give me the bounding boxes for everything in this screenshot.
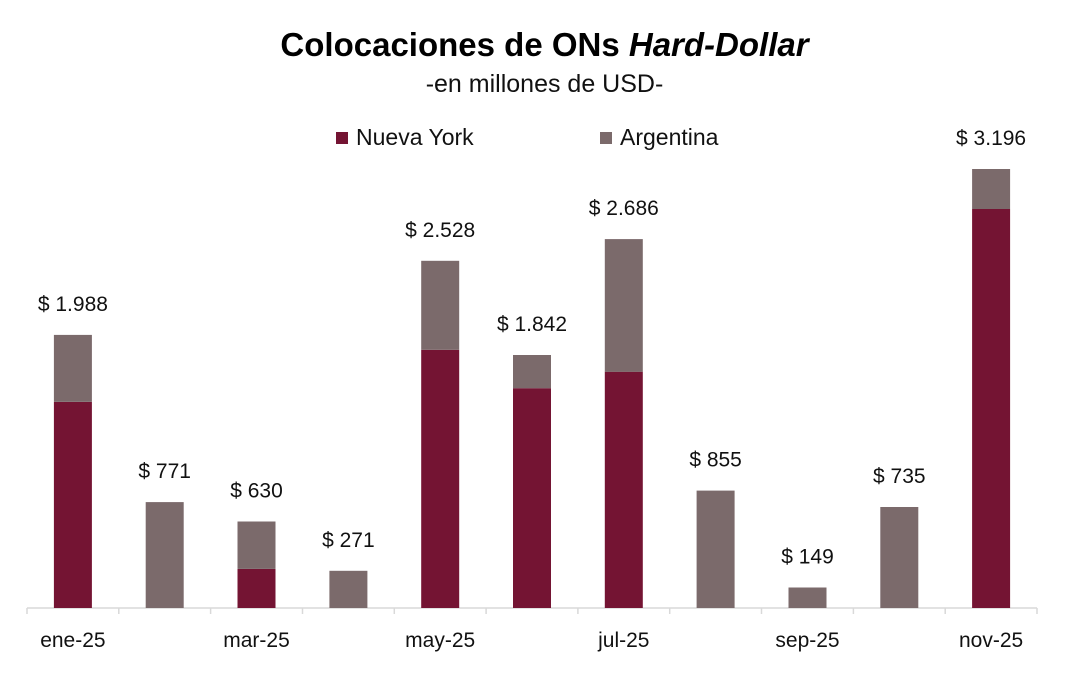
bar-argentina-ene-25 bbox=[53, 334, 92, 402]
x-tick-label-ene-25: ene-25 bbox=[40, 629, 105, 652]
chart-subtitle: -en millones de USD- bbox=[425, 70, 664, 98]
bar-argentina-mar-25 bbox=[237, 521, 276, 569]
bar-nueva-york-may-25 bbox=[421, 349, 460, 608]
bar-nueva-york-jun-25 bbox=[513, 388, 551, 608]
chart-title-italic: Hard-Dollar bbox=[628, 26, 809, 63]
total-label-ene-25: $ 1.988 bbox=[38, 293, 108, 316]
bar-argentina-sep-25 bbox=[788, 587, 827, 608]
x-tick-label-may-25: may-25 bbox=[405, 629, 475, 652]
chart-title: Colocaciones de ONs Hard-Dollar bbox=[0, 26, 1089, 64]
total-label-sep-25: $ 149 bbox=[781, 546, 834, 569]
bar-argentina-abr-25 bbox=[329, 570, 368, 608]
chart-title-main: Colocaciones de ONs bbox=[280, 26, 620, 63]
total-label-feb-25: $ 771 bbox=[138, 460, 191, 483]
x-tick-label-jul-25: jul-25 bbox=[597, 629, 649, 652]
bar-argentina-ago-25 bbox=[696, 490, 735, 608]
total-label-may-25: $ 2.528 bbox=[405, 219, 475, 242]
total-label-nov-25: $ 3.196 bbox=[956, 127, 1026, 150]
bar-argentina-oct-25 bbox=[880, 507, 919, 608]
legend-item-argentina: Argentina bbox=[600, 124, 718, 151]
bar-argentina-jun-25 bbox=[513, 355, 551, 389]
bar-nueva-york-mar-25 bbox=[237, 568, 276, 608]
bar-argentina-jul-25 bbox=[604, 239, 643, 372]
legend-label-nueva-york: Nueva York bbox=[356, 124, 474, 150]
total-label-mar-25: $ 630 bbox=[230, 480, 283, 503]
legend-label-argentina: Argentina bbox=[620, 124, 719, 150]
total-label-ago-25: $ 855 bbox=[689, 449, 742, 472]
bar-nueva-york-ene-25 bbox=[53, 402, 92, 608]
x-tick-label-mar-25: mar-25 bbox=[223, 629, 290, 652]
bar-argentina-may-25 bbox=[421, 260, 460, 350]
total-label-jun-25: $ 1.842 bbox=[497, 313, 567, 336]
total-label-oct-25: $ 735 bbox=[873, 465, 926, 488]
chart-legend: Nueva York Argentina bbox=[0, 124, 1089, 154]
x-tick-label-nov-25: nov-25 bbox=[959, 629, 1023, 652]
total-label-jul-25: $ 2.686 bbox=[589, 197, 659, 220]
bar-nueva-york-jul-25 bbox=[604, 371, 643, 608]
legend-swatch-nueva-york bbox=[336, 131, 348, 144]
bar-nueva-york-nov-25 bbox=[972, 209, 1011, 608]
x-tick-label-sep-25: sep-25 bbox=[775, 629, 839, 652]
legend-swatch-argentina bbox=[600, 131, 612, 144]
total-label-abr-25: $ 271 bbox=[322, 529, 375, 552]
bar-argentina-nov-25 bbox=[972, 169, 1011, 209]
bar-argentina-feb-25 bbox=[145, 502, 184, 608]
legend-item-nueva-york: Nueva York bbox=[336, 124, 474, 151]
